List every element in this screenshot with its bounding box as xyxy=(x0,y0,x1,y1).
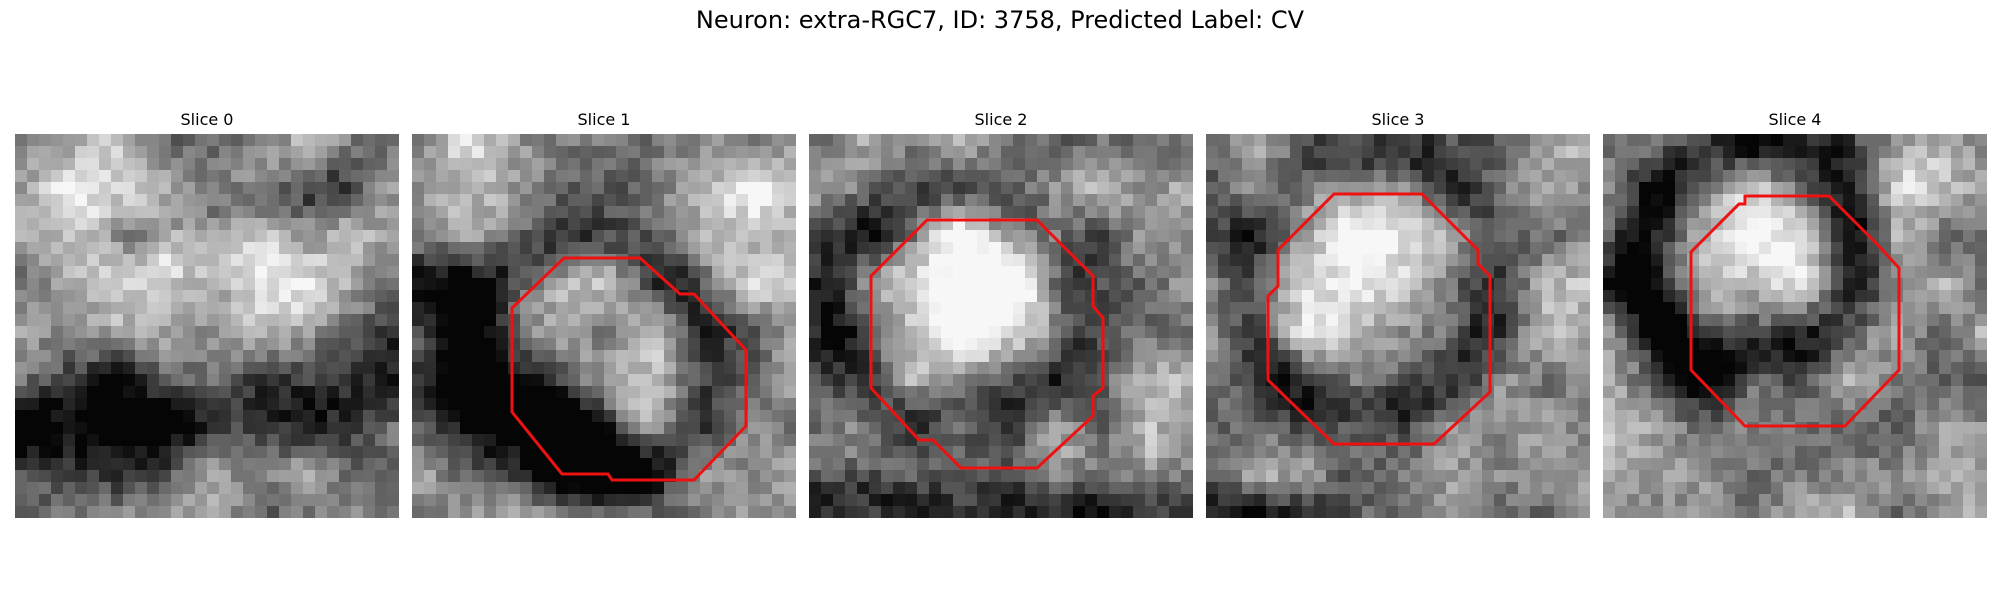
panel-title-slice-2: Slice 2 xyxy=(809,110,1193,129)
slice-0-image xyxy=(15,134,399,518)
panel-title-slice-0: Slice 0 xyxy=(15,110,399,129)
slice-1-image xyxy=(412,134,796,518)
slice-2-image xyxy=(809,134,1193,518)
slice-3-image xyxy=(1206,134,1590,518)
slice-4-image xyxy=(1603,134,1987,518)
panel-title-slice-3: Slice 3 xyxy=(1206,110,1590,129)
panel-title-slice-4: Slice 4 xyxy=(1603,110,1987,129)
panel-title-slice-1: Slice 1 xyxy=(412,110,796,129)
figure-title: Neuron: extra-RGC7, ID: 3758, Predicted … xyxy=(0,6,2000,34)
